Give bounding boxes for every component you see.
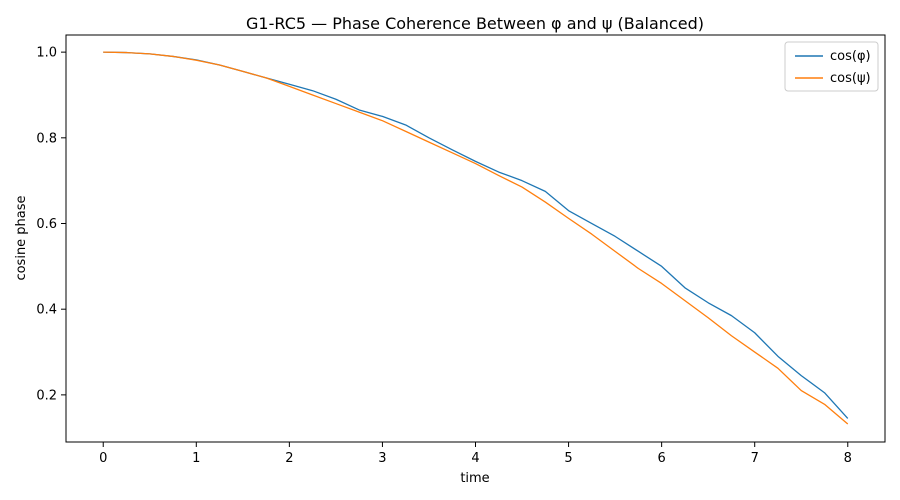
y-tick-label: 0.6 xyxy=(36,217,57,232)
y-axis-ticks: 0.2 0.4 0.6 0.8 1.0 xyxy=(36,46,66,403)
y-tick-label: 1.0 xyxy=(36,46,57,61)
x-tick-label: 8 xyxy=(844,451,852,466)
x-tick-label: 2 xyxy=(285,451,293,466)
x-axis-label: time xyxy=(460,471,489,486)
legend: cos(φ) cos(ψ) xyxy=(784,41,879,92)
legend-box xyxy=(784,41,879,92)
x-tick-label: 3 xyxy=(378,451,386,466)
y-tick-label: 0.8 xyxy=(36,131,57,146)
x-axis-ticks: 0 1 2 3 4 5 6 7 8 xyxy=(99,442,852,466)
legend-entry-cos-phi: cos(φ) xyxy=(830,49,871,64)
x-tick-label: 7 xyxy=(751,451,759,466)
y-tick-label: 0.2 xyxy=(36,388,57,403)
series-lines xyxy=(103,51,849,425)
x-tick-label: 5 xyxy=(564,451,572,466)
x-tick-label: 0 xyxy=(99,451,107,466)
x-tick-label: 1 xyxy=(192,451,200,466)
y-tick-label: 0.4 xyxy=(36,303,57,318)
x-tick-label: 6 xyxy=(657,451,665,466)
x-tick-label: 4 xyxy=(471,451,479,466)
chart-title: G1-RC5 — Phase Coherence Between φ and ψ… xyxy=(246,14,704,33)
series-line-cos-psi xyxy=(103,51,849,425)
y-axis-label: cosine phase xyxy=(14,195,29,280)
legend-entry-cos-psi: cos(ψ) xyxy=(830,71,871,86)
